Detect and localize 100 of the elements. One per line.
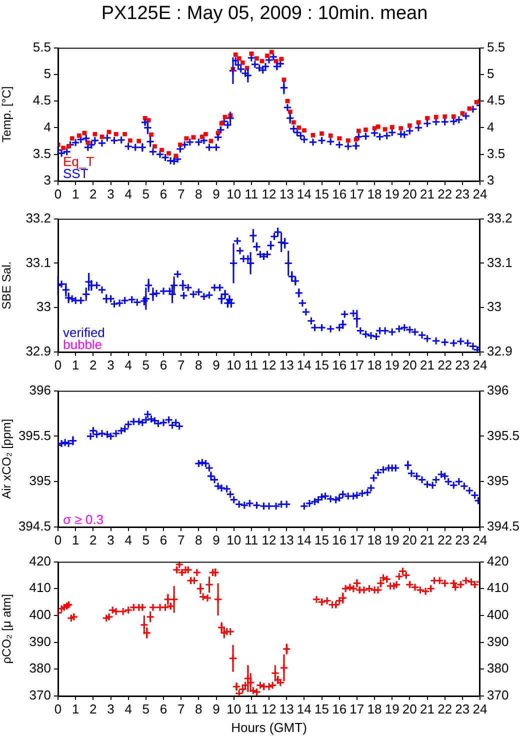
- x-tick-label: 20: [402, 701, 417, 716]
- x-tick-label: 5: [142, 186, 150, 202]
- y-tick-label: 3.5: [32, 146, 51, 161]
- x-tick-label: 0: [54, 186, 62, 202]
- y2-tick-label: 410: [487, 580, 509, 596]
- x-tick-label: 14: [296, 532, 312, 548]
- x-tick-label: 15: [314, 701, 329, 716]
- x-tick-label: 19: [384, 357, 400, 372]
- x-tick-label: 7: [177, 532, 185, 548]
- x-tick-label: 4: [124, 532, 132, 548]
- x-tick-label: 7: [177, 357, 185, 372]
- x-tick-label: 22: [438, 357, 452, 372]
- x-tick-label: 13: [279, 532, 294, 548]
- x-tick-label: 21: [420, 532, 434, 548]
- x-tick-label: 14: [296, 701, 312, 716]
- x-tick-label: 3: [107, 532, 114, 548]
- x-tick-label: 2: [90, 186, 97, 202]
- y-tick-label: 394.5: [18, 518, 51, 534]
- x-tick-label: 1: [72, 701, 80, 716]
- y-axis-title: SBE Sal.: [0, 261, 14, 310]
- y2-tick-label: 5: [487, 66, 494, 82]
- y2-tick-label: 395: [487, 473, 509, 488]
- x-tick-label: 23: [455, 701, 470, 716]
- y2-tick-label: 390: [487, 634, 509, 649]
- x-tick-label: 13: [279, 701, 294, 716]
- x-tick-label: 24: [472, 701, 488, 716]
- y-axis-title: Temp. [°C]: [0, 86, 14, 142]
- annotation: σ ≥ 0.3: [63, 512, 104, 527]
- y2-tick-label: 396: [487, 382, 509, 398]
- x-tick-label: 1: [72, 532, 80, 548]
- annotation: bubble: [63, 337, 102, 352]
- y-tick-label: 380: [29, 660, 51, 676]
- x-tick-label: 23: [455, 357, 470, 372]
- x-tick-label: 2: [90, 532, 97, 548]
- y-tick-label: 3: [44, 172, 51, 188]
- x-tick-label: 24: [472, 532, 488, 548]
- y2-tick-label: 420: [487, 553, 509, 568]
- x-tick-label: 5: [142, 701, 150, 716]
- x-tick-label: 9: [212, 701, 220, 716]
- x-tick-label: 17: [350, 701, 364, 716]
- x-tick-label: 12: [262, 532, 276, 548]
- x-tick-label: 6: [160, 532, 168, 548]
- x-tick-label: 7: [177, 186, 185, 202]
- x-tick-label: 6: [160, 357, 168, 372]
- x-tick-label: 0: [54, 357, 62, 372]
- x-tick-label: 23: [455, 532, 470, 548]
- y-tick-label: 33.2: [26, 210, 51, 226]
- x-tick-label: 14: [296, 357, 312, 372]
- y2-tick-label: 32.9: [487, 344, 512, 359]
- x-axis-title: Hours (GMT): [231, 720, 307, 735]
- x-tick-label: 17: [350, 357, 364, 372]
- y2-tick-label: 33.1: [487, 254, 512, 270]
- x-tick-label: 2: [90, 701, 97, 716]
- x-tick-label: 13: [279, 357, 294, 372]
- y2-tick-label: 380: [487, 660, 509, 676]
- x-tick-label: 12: [262, 357, 276, 372]
- x-tick-label: 15: [314, 532, 329, 548]
- x-tick-label: 18: [367, 532, 382, 548]
- y2-tick-label: 395.5: [487, 428, 520, 443]
- x-tick-label: 20: [402, 357, 417, 372]
- x-tick-label: 21: [420, 701, 434, 716]
- x-tick-label: 18: [367, 357, 382, 372]
- y-tick-label: 370: [29, 688, 51, 703]
- y2-tick-label: 394.5: [487, 518, 520, 534]
- x-tick-label: 0: [54, 701, 62, 716]
- x-tick-label: 0: [54, 532, 62, 548]
- y-tick-label: 410: [29, 580, 51, 596]
- x-tick-label: 4: [124, 701, 132, 716]
- x-tick-label: 18: [367, 186, 382, 202]
- x-tick-label: 4: [124, 357, 132, 372]
- x-tick-label: 11: [244, 701, 258, 716]
- y2-tick-label: 370: [487, 688, 509, 703]
- x-tick-label: 21: [420, 357, 434, 372]
- y-tick-label: 396: [29, 382, 51, 398]
- y2-tick-label: 33.2: [487, 210, 512, 226]
- x-tick-label: 22: [438, 186, 452, 202]
- y-tick-label: 4: [44, 119, 51, 134]
- x-tick-label: 5: [142, 357, 150, 372]
- x-tick-label: 8: [195, 532, 202, 548]
- x-tick-label: 19: [384, 532, 400, 548]
- y2-tick-label: 4: [487, 119, 494, 134]
- y-axis-title: Air xCO₂ [ppm]: [0, 418, 14, 499]
- x-tick-label: 10: [226, 532, 242, 548]
- x-tick-label: 10: [226, 357, 242, 372]
- x-tick-label: 17: [350, 186, 364, 202]
- x-tick-label: 16: [332, 357, 347, 372]
- x-tick-label: 19: [384, 186, 400, 202]
- x-tick-label: 18: [367, 701, 382, 716]
- x-tick-label: 24: [472, 186, 488, 202]
- y2-tick-label: 3: [487, 172, 494, 188]
- x-tick-label: 8: [195, 357, 202, 372]
- x-tick-label: 14: [296, 186, 312, 202]
- x-tick-label: 16: [332, 532, 347, 548]
- x-tick-label: 20: [402, 532, 417, 548]
- x-tick-label: 5: [142, 532, 150, 548]
- y-axis-title: ρCO₂ [μ atm]: [0, 594, 14, 664]
- x-tick-label: 3: [107, 357, 114, 372]
- x-tick-label: 19: [384, 701, 400, 716]
- x-tick-label: 8: [195, 701, 202, 716]
- x-tick-label: 23: [455, 186, 470, 202]
